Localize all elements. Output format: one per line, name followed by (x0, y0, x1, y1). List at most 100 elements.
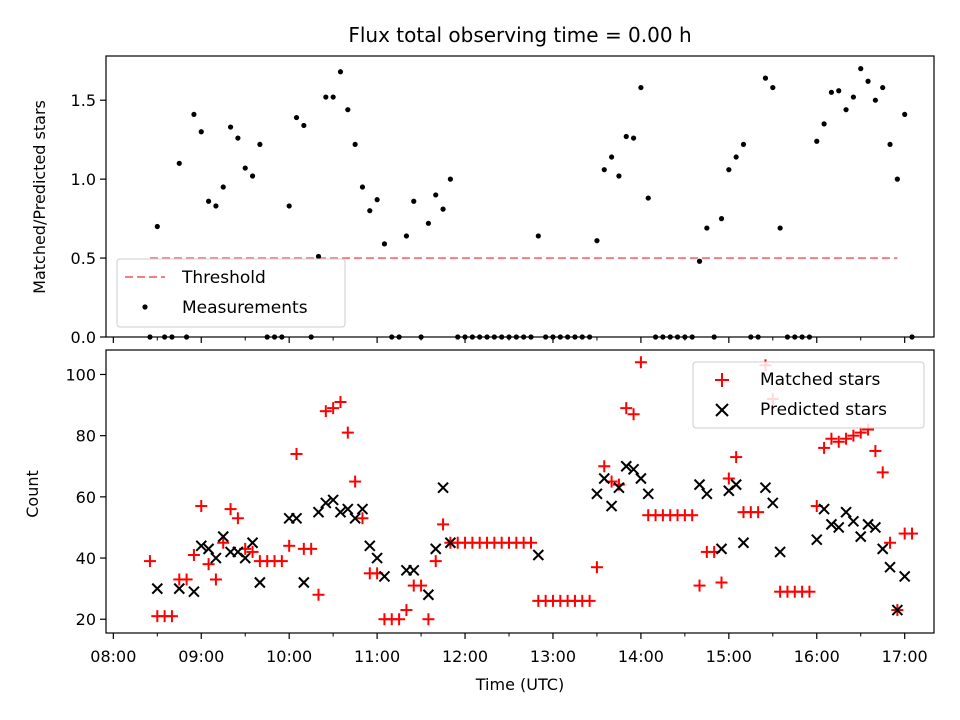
matched-star-point (854, 426, 867, 439)
predicted-star-point (239, 552, 251, 564)
predicted-star-point (430, 543, 442, 555)
predicted-star-point (532, 549, 545, 561)
measurement-point (433, 192, 439, 198)
predicted-star-point (246, 537, 259, 549)
predicted-star-point (408, 564, 420, 576)
predicted-star-point (811, 533, 823, 546)
bottom-y-tick-label: 100 (65, 365, 96, 384)
matched-star-point (429, 555, 442, 568)
bottom-x-tick-label: 13:00 (530, 647, 576, 666)
predicted-star-point (298, 576, 310, 589)
measurement-point (608, 154, 615, 160)
measurement-point (770, 84, 776, 91)
matched-star-point (143, 555, 156, 568)
matched-star-point (319, 405, 332, 418)
measurement-point (902, 111, 908, 118)
measurement-point (872, 97, 878, 103)
predicted-star-point (342, 503, 354, 515)
legend-matched-swatch (715, 373, 729, 387)
measurement-point (323, 94, 329, 100)
predicted-star-point (737, 537, 750, 549)
measurement-point (762, 75, 769, 81)
predicted-star-point (217, 530, 229, 543)
bottom-axes-frame (105, 349, 935, 634)
predicted-star-point (869, 521, 882, 534)
matched-star-point (275, 555, 288, 568)
predicted-star-point (701, 488, 713, 500)
bottom-y-axis-label: Count (23, 470, 42, 518)
bottom-x-tick-label: 08:00 (90, 647, 136, 666)
measurement-point (850, 94, 856, 100)
matched-star-point (422, 613, 435, 626)
bottom-legend-box (692, 361, 925, 429)
matched-star-point (686, 509, 699, 522)
predicted-star-point (371, 552, 383, 564)
matched-star-point (415, 579, 428, 592)
measurement-points (147, 66, 915, 340)
matched-star-point (195, 500, 208, 513)
predicted-star-point (349, 512, 361, 524)
matched-star-point (187, 548, 200, 561)
matched-star-point (209, 573, 222, 586)
matched-star-point (246, 545, 259, 558)
measurement-point (198, 129, 204, 135)
matched-star-point (524, 536, 537, 549)
predicted-star-point (613, 481, 625, 494)
measurement-point (330, 94, 336, 100)
measurement-point (286, 203, 292, 209)
predicted-star-point (898, 570, 911, 583)
measurement-point (718, 216, 725, 222)
top-y-tick-label: 0.0 (71, 328, 96, 347)
predicted-star-point (598, 472, 610, 485)
predicted-star-point (840, 506, 852, 518)
matched-star-point (312, 588, 325, 601)
matched-star-point (341, 426, 354, 439)
measurement-point (191, 111, 197, 118)
predicted-star-point (591, 488, 603, 500)
predicted-star-point (356, 503, 369, 515)
predicted-star-point (195, 540, 207, 552)
measurement-point (865, 78, 871, 84)
matched-star-point (231, 512, 244, 525)
predicted-star-point (378, 570, 391, 583)
predicted-star-point (884, 561, 896, 573)
top-y-tick-label: 1.5 (71, 91, 96, 110)
matched-star-point (290, 448, 303, 461)
top-axes-frame (105, 55, 935, 338)
bottom-y-tick-label: 80 (76, 427, 96, 446)
measurement-point (777, 225, 783, 231)
measurement-point (836, 88, 842, 94)
measurement-point (411, 198, 417, 204)
matched-star-point (840, 432, 853, 445)
matched-star-point (393, 613, 406, 626)
bottom-legend: Matched stars Predicted stars (692, 361, 925, 429)
measurement-point (601, 167, 607, 173)
legend-measurement-label: Measurements (182, 298, 308, 318)
matched-star-point (803, 585, 816, 598)
top-legend-box (116, 258, 346, 328)
matched-star-point (283, 539, 296, 552)
matched-star-point (327, 402, 340, 415)
predicted-star-point (605, 500, 618, 512)
predicted-star-point (891, 604, 904, 616)
measurement-point (828, 89, 835, 95)
matched-star-point (598, 460, 611, 473)
predicted-star-point (877, 543, 889, 555)
matched-star-point (202, 558, 215, 571)
measurement-point (630, 135, 637, 141)
matched-star-point (818, 441, 831, 454)
matched-star-point (847, 429, 860, 442)
matched-star-point (693, 579, 706, 592)
measurement-point (367, 208, 373, 214)
bottom-y-tick-label: 60 (76, 488, 96, 507)
measurement-point (227, 124, 234, 130)
predicted-star-point (437, 481, 449, 494)
matched-star-point (583, 594, 596, 607)
bottom-y-tick-label: 20 (76, 610, 96, 629)
predicted-star-point (635, 472, 647, 485)
predicted-star-point (833, 521, 845, 534)
top-y-axis-label: Matched/Predicted stars (30, 100, 49, 294)
matched-star-point (305, 542, 318, 555)
measurement-point (242, 165, 248, 171)
matched-star-point (590, 561, 603, 574)
